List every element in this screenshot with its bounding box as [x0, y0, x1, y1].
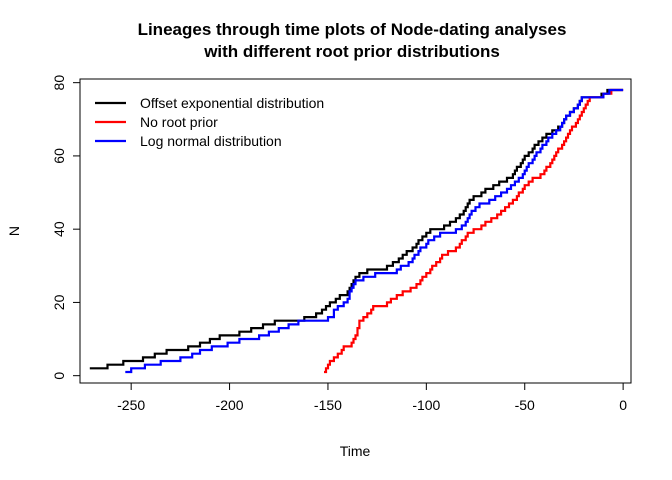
x-tick-label: 0 [619, 397, 627, 413]
y-tick-label: 80 [51, 75, 67, 91]
series-layer [89, 88, 624, 374]
series-line-no-root-prior [324, 88, 624, 374]
x-tick-label: -50 [515, 397, 535, 413]
legend-label-log-normal-distribution: Log normal distribution [140, 133, 282, 149]
legend: Offset exponential distribution No root p… [95, 95, 324, 149]
x-tick-label: -250 [117, 397, 145, 413]
y-tick-label: 60 [51, 148, 67, 164]
x-tick-label: -200 [216, 397, 244, 413]
y-tick-label: 0 [51, 372, 67, 380]
y-tick-label: 20 [51, 294, 67, 310]
legend-label-no-root-prior: No root prior [140, 114, 218, 130]
x-tick-label: -150 [314, 397, 342, 413]
chart-title-line-2: with different root prior distributions [203, 42, 500, 61]
legend-label-offset-exponential-distribution: Offset exponential distribution [140, 95, 324, 111]
chart-title-line-1: Lineages through time plots of Node-dati… [138, 20, 567, 39]
x-axis-label: Time [340, 443, 371, 459]
y-tick-label: 40 [51, 221, 67, 237]
y-axis-label: N [6, 226, 22, 236]
series-line-offset-exponential-distribution [89, 88, 624, 370]
x-tick-label: -100 [412, 397, 440, 413]
y-axis: 0 20 40 60 80 [51, 75, 81, 380]
series-line-log-normal-distribution [125, 88, 624, 374]
x-axis: -250 -200 -150 -100 -50 0 [117, 382, 627, 413]
